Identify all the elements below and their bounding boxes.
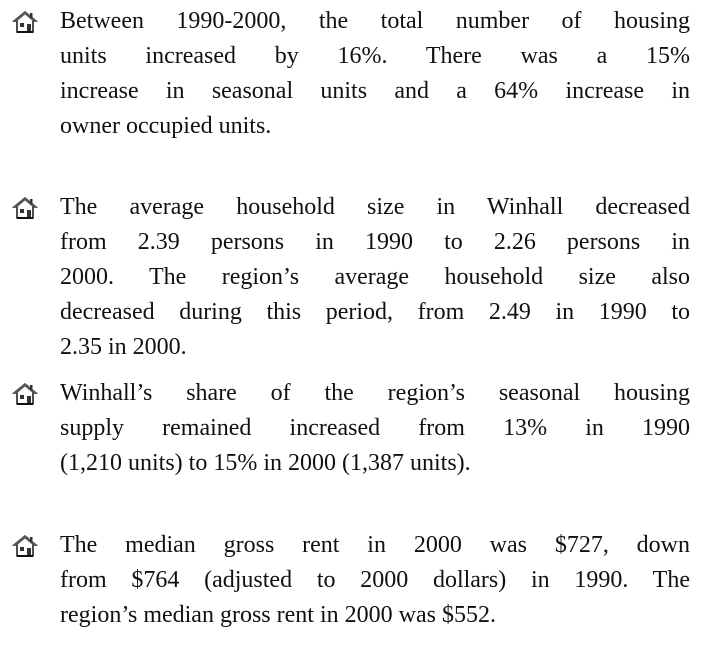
house-icon <box>12 534 38 557</box>
text-line: decreased during this period, from 2.49 … <box>60 299 690 325</box>
text-line: Between 1990-2000, the total number of h… <box>60 8 690 34</box>
text-line: from 2.39 persons in 1990 to 2.26 person… <box>60 229 690 255</box>
text-line: 2.35 in 2000. <box>60 334 187 360</box>
bullet-text: The average household size in Winhall de… <box>60 190 690 365</box>
text-line: 2000. The region’s average household siz… <box>60 264 690 290</box>
house-icon <box>12 196 38 219</box>
text-line: (1,210 units) to 15% in 2000 (1,387 unit… <box>60 450 471 476</box>
bullet-text: Between 1990-2000, the total number of h… <box>60 4 690 144</box>
text-line: region’s median gross rent in 2000 was $… <box>60 602 496 628</box>
bullet-text: Winhall’s share of the region’s seasonal… <box>60 376 690 481</box>
text-line: units increased by 16%. There was a 15% <box>60 43 690 69</box>
text-line: supply remained increased from 13% in 19… <box>60 415 690 441</box>
text-line: The median gross rent in 2000 was $727, … <box>60 532 690 558</box>
house-icon <box>12 382 38 405</box>
text-line: Winhall’s share of the region’s seasonal… <box>60 380 690 406</box>
text-line: from $764 (adjusted to 2000 dollars) in … <box>60 567 690 593</box>
bullet-text: The median gross rent in 2000 was $727, … <box>60 528 690 633</box>
text-line: increase in seasonal units and a 64% inc… <box>60 78 690 104</box>
text-line: owner occupied units. <box>60 113 272 139</box>
text-line: The average household size in Winhall de… <box>60 194 690 220</box>
house-icon <box>12 10 38 33</box>
